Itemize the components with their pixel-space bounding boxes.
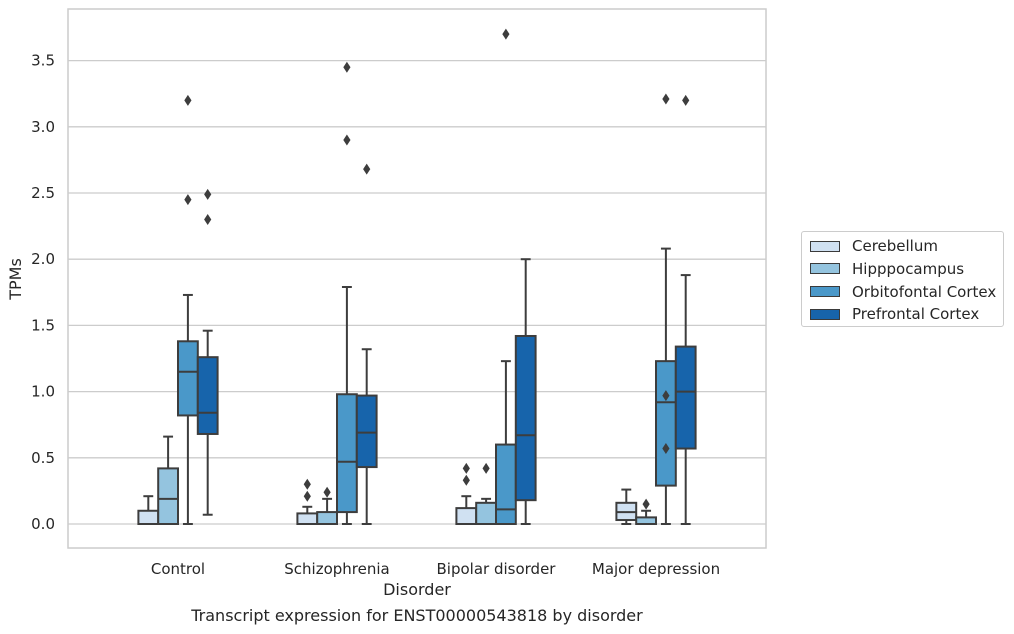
x-tick-label: Bipolar disorder [437, 560, 557, 578]
y-tick-label: 3.0 [31, 118, 55, 136]
box-hipppocampus-control [157, 435, 179, 525]
box-cerebellum-schizophrenia [296, 478, 319, 526]
outlier-point [662, 93, 670, 105]
legend-swatch-orbitofrontal-cortex [810, 286, 840, 298]
box-plot-series [137, 28, 697, 526]
box-iqr [455, 507, 478, 525]
outlier-point [184, 194, 192, 206]
outlier-point [204, 213, 212, 225]
outlier-point [303, 478, 311, 490]
y-axis-label: TPMs [6, 258, 25, 301]
outlier-point [303, 490, 311, 502]
legend-item-orbitofrontal-cortex: Orbitofontal Cortex [810, 282, 996, 302]
outlier-point [343, 61, 351, 73]
box-orbitofontal-cortex-schizophrenia [336, 61, 358, 525]
outlier-point [204, 188, 212, 200]
box-orbitofontal-cortex-control [177, 94, 199, 525]
box-hipppocampus-bipolar-disorder [475, 462, 498, 526]
legend-item-prefrontal-cortex: Prefrontal Cortex [810, 304, 979, 324]
box-prefrontal-cortex-bipolar-disorder [514, 258, 537, 525]
outlier-point [682, 94, 690, 106]
outlier-point [363, 163, 371, 175]
box-iqr [196, 356, 219, 435]
legend-item-hippocampus: Hipppocampus [810, 259, 964, 279]
outlier-point [323, 486, 331, 498]
box-iqr [655, 360, 677, 487]
y-tick-label: 1.5 [31, 316, 55, 334]
box-iqr [514, 334, 537, 502]
outlier-point [502, 28, 510, 40]
box-iqr [336, 393, 358, 514]
legend-label-orbitofrontal-cortex: Orbitofontal Cortex [852, 282, 997, 301]
legend-swatch-cerebellum [810, 240, 840, 252]
y-tick-label: 2.0 [31, 250, 55, 268]
outlier-point [343, 134, 351, 146]
legend-swatch-hippocampus [810, 263, 840, 275]
series-cerebellum [137, 462, 638, 526]
box-iqr [177, 340, 199, 417]
legend-label-hippocampus: Hipppocampus [852, 259, 965, 278]
x-axis-label: Disorder [383, 580, 451, 599]
outlier-point [662, 443, 670, 455]
box-iqr [137, 509, 160, 526]
outlier-point [482, 462, 490, 474]
legend: Cerebellum Hipppocampus Orbitofontal Cor… [801, 231, 1004, 327]
box-hipppocampus-major-depression [635, 498, 658, 526]
x-tick-label: Control [151, 560, 205, 578]
legend-label-cerebellum: Cerebellum [852, 237, 938, 255]
outlier-point [662, 390, 670, 402]
box-cerebellum-major-depression [615, 488, 638, 525]
box-iqr [475, 501, 498, 526]
y-tick-label: 3.5 [31, 52, 55, 70]
box-iqr [674, 345, 697, 450]
box-iqr [495, 443, 517, 525]
box-orbitofontal-cortex-major-depression [655, 93, 677, 525]
series-prefrontal-cortex [196, 94, 697, 525]
box-iqr [316, 511, 339, 525]
series-hipppocampus [157, 435, 658, 526]
outlier-point [462, 474, 470, 486]
box-iqr [355, 394, 378, 469]
y-tick-labels: 0.0 0.5 1.0 1.5 2.0 2.5 3.0 3.5 [31, 52, 55, 533]
box-prefrontal-cortex-control [196, 188, 219, 516]
legend-item-cerebellum: Cerebellum [810, 236, 938, 256]
y-tick-label: 0.0 [31, 515, 55, 533]
box-iqr [157, 467, 179, 525]
box-hipppocampus-schizophrenia [316, 486, 339, 525]
x-tick-label: Major depression [592, 560, 720, 578]
legend-label-prefrontal-cortex: Prefrontal Cortex [852, 305, 980, 324]
figure-caption: Transcript expression for ENST0000054381… [191, 606, 643, 625]
box-orbitofontal-cortex-bipolar-disorder [495, 28, 517, 525]
box-prefrontal-cortex-schizophrenia [355, 163, 378, 525]
legend-swatch-prefrontal-cortex [810, 308, 840, 320]
box-cerebellum-control [137, 495, 160, 526]
x-tick-labels: Control Schizophrenia Bipolar disorder Majo… [151, 560, 720, 578]
y-tick-label: 2.5 [31, 184, 55, 202]
y-tick-label: 0.5 [31, 449, 55, 467]
box-cerebellum-bipolar-disorder [455, 462, 478, 525]
outlier-point [184, 94, 192, 106]
outlier-point [642, 498, 650, 510]
series-orbitofontal-cortex [177, 28, 677, 525]
y-tick-label: 1.0 [31, 383, 55, 401]
box-iqr [296, 512, 319, 526]
x-tick-label: Schizophrenia [284, 560, 389, 578]
outlier-point [462, 462, 470, 474]
plot-area-border [67, 8, 767, 549]
box-prefrontal-cortex-major-depression [674, 94, 697, 525]
